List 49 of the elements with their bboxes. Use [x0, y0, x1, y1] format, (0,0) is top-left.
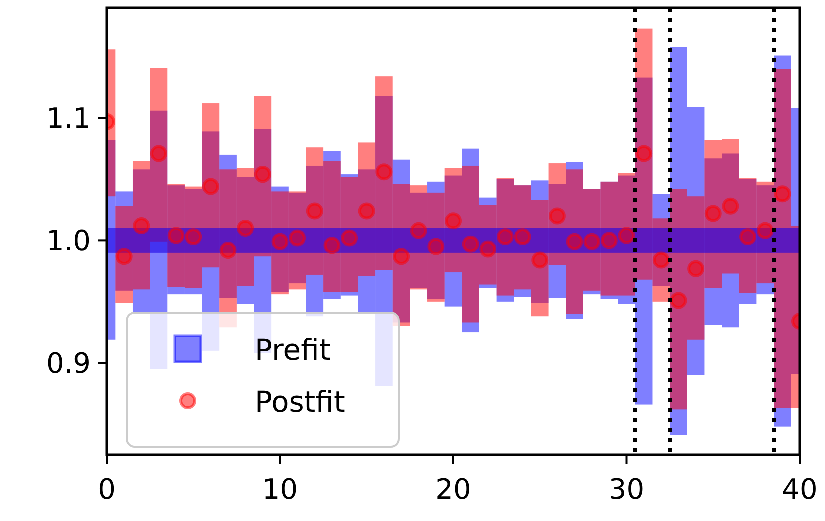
- point: [688, 260, 705, 278]
- x-tick-label: 40: [782, 473, 818, 506]
- x-tick-label: 10: [262, 473, 298, 506]
- point: [566, 233, 584, 250]
- point: [237, 220, 254, 237]
- point: [428, 238, 445, 256]
- point: [254, 166, 272, 184]
- point: [185, 228, 202, 246]
- point: [462, 236, 480, 253]
- point: [548, 208, 566, 225]
- point: [133, 217, 150, 234]
- point: [480, 240, 497, 258]
- x-tick-label: 30: [608, 473, 645, 506]
- point: [410, 222, 428, 240]
- point: [445, 212, 462, 230]
- point: [358, 202, 376, 220]
- y-tick-label: 1.0: [46, 224, 91, 258]
- point: [722, 198, 740, 215]
- y-tick-label: 0.9: [46, 347, 91, 380]
- point: [514, 228, 532, 246]
- point: [168, 227, 185, 244]
- point: [584, 233, 601, 250]
- x-tick-label: 20: [436, 473, 472, 506]
- point: [289, 230, 306, 247]
- point: [532, 252, 549, 269]
- point: [704, 205, 722, 222]
- point: [496, 228, 514, 246]
- point: [116, 248, 133, 266]
- point: [600, 232, 618, 250]
- point: [376, 164, 393, 181]
- legend-label: Prefit: [255, 333, 331, 367]
- x-tick-label: 0: [98, 473, 116, 506]
- point: [618, 227, 636, 244]
- point: [636, 145, 653, 162]
- point: [202, 178, 220, 196]
- point: [306, 202, 324, 220]
- point: [670, 292, 688, 310]
- point: [652, 252, 670, 269]
- point: [393, 248, 410, 266]
- y-tick-label: 1.1: [46, 102, 91, 136]
- point: [756, 222, 774, 240]
- legend-label: Postfit: [255, 385, 346, 419]
- point: [341, 230, 358, 247]
- point: [740, 228, 757, 246]
- point: [324, 237, 341, 254]
- point: [272, 233, 289, 250]
- point: [774, 186, 792, 203]
- point: [220, 242, 237, 259]
- point: [150, 145, 168, 162]
